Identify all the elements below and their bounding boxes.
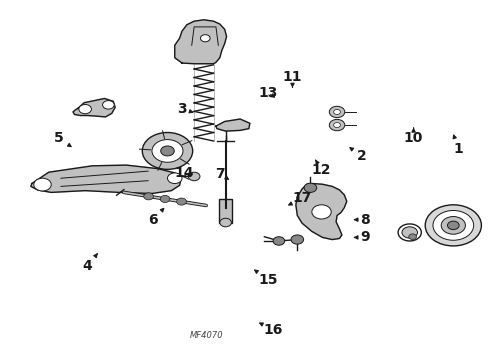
Circle shape (34, 178, 51, 191)
Circle shape (425, 205, 481, 246)
Text: 4: 4 (83, 254, 97, 273)
Text: 2: 2 (350, 148, 366, 163)
Text: 10: 10 (404, 128, 423, 145)
Text: 5: 5 (53, 131, 71, 147)
Circle shape (291, 235, 304, 244)
Polygon shape (296, 184, 347, 239)
Text: 14: 14 (175, 166, 194, 180)
Text: 12: 12 (312, 160, 331, 177)
Text: 1: 1 (453, 135, 463, 156)
Polygon shape (31, 165, 181, 193)
Circle shape (273, 237, 285, 245)
Text: 13: 13 (259, 86, 278, 100)
Circle shape (200, 35, 210, 42)
Text: 3: 3 (177, 102, 193, 116)
Text: MF4070: MF4070 (190, 332, 223, 341)
Circle shape (177, 198, 186, 205)
Text: 15: 15 (255, 270, 278, 287)
Circle shape (168, 173, 182, 184)
Text: 11: 11 (283, 70, 302, 87)
Circle shape (447, 221, 459, 230)
Circle shape (433, 211, 474, 240)
Circle shape (304, 183, 317, 192)
Circle shape (402, 227, 417, 238)
Circle shape (441, 216, 465, 234)
Circle shape (144, 193, 153, 200)
Polygon shape (175, 20, 226, 64)
Circle shape (329, 106, 345, 118)
Circle shape (161, 146, 174, 156)
Circle shape (334, 123, 341, 127)
Circle shape (188, 172, 200, 181)
Circle shape (142, 132, 193, 169)
Polygon shape (73, 99, 115, 117)
Polygon shape (216, 119, 250, 131)
Circle shape (220, 218, 231, 227)
FancyBboxPatch shape (219, 199, 232, 222)
Circle shape (409, 234, 416, 239)
Circle shape (160, 195, 170, 203)
Text: 16: 16 (260, 323, 283, 337)
Text: 9: 9 (354, 230, 370, 244)
Circle shape (329, 120, 345, 131)
Circle shape (334, 109, 341, 114)
Circle shape (79, 104, 92, 114)
Circle shape (102, 100, 114, 109)
Text: 7: 7 (215, 167, 228, 181)
Text: 6: 6 (148, 208, 164, 227)
Circle shape (312, 205, 331, 219)
Text: 8: 8 (354, 213, 370, 227)
Circle shape (152, 140, 183, 162)
Text: 17: 17 (289, 192, 312, 206)
